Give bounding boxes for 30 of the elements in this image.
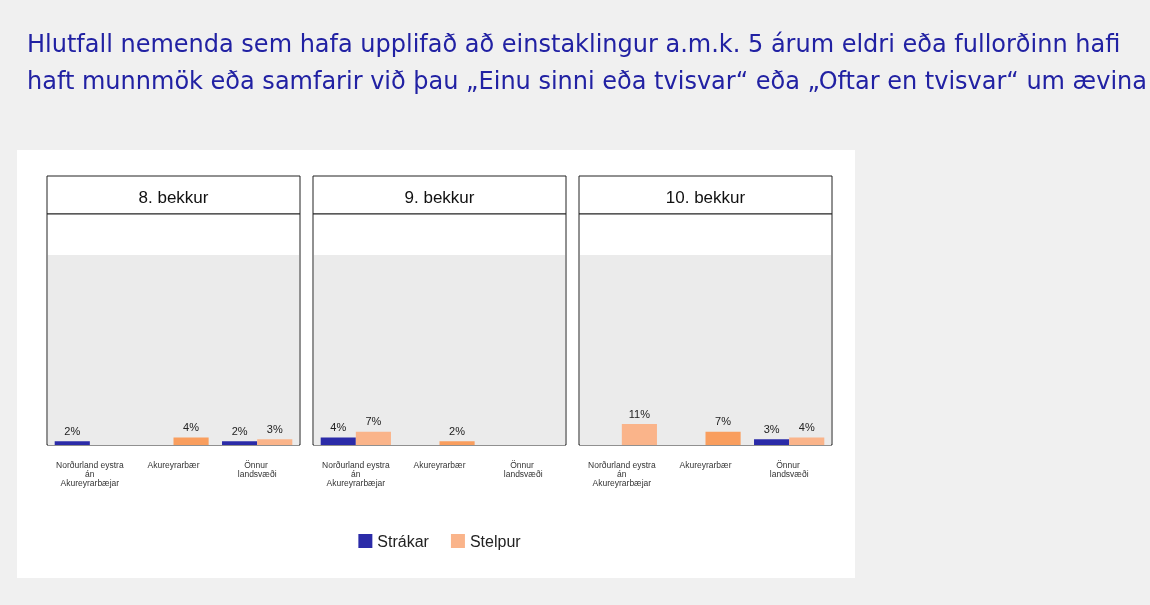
data-label: 4% <box>798 420 815 433</box>
bar <box>789 437 825 445</box>
data-label: 3% <box>266 422 283 435</box>
data-label: 3% <box>763 422 780 435</box>
data-label: 4% <box>183 420 200 433</box>
data-label: 7% <box>715 415 732 428</box>
bar <box>705 431 741 445</box>
x-tick-label: Akureyrarbær <box>413 459 466 470</box>
data-label: 4% <box>330 420 347 433</box>
text: Hlutfall nemenda sem hafa upplifað að einstaklingur a.m.k. 5 árum eldri eða fullorðinn hafi haft munnmök eða samfarir við þau „Einu sinni eða tvisvar“ eða „Oftar en tvisvar“ um ævina <box>27 29 1147 97</box>
x-tick-label: Önnur landsvæði <box>503 459 543 479</box>
bar <box>754 439 790 445</box>
chart-subtitle: 8. bekkur <box>138 188 209 207</box>
x-tick-label: Norðurland eystra án Akureyrarbæjar <box>56 459 124 488</box>
legend-label: Stelpur <box>469 532 522 550</box>
data-label: 11% <box>628 407 651 420</box>
legend-label: Strákar <box>377 532 430 550</box>
x-tick-label: Norðurland eystra án Akureyrarbæjar <box>322 459 390 488</box>
x-tick-label: Norðurland eystra án Akureyrarbæjar <box>588 459 656 488</box>
x-tick-label: Önnur landsvæði <box>237 459 277 479</box>
x-tick-label: Akureyrarbær <box>147 459 200 470</box>
data-label: 7% <box>365 415 382 428</box>
x-tick-label: Akureyrarbær <box>679 459 732 470</box>
chart-subtitle: 9. bekkur <box>404 188 475 207</box>
data-label: 2% <box>64 424 81 437</box>
chart-subtitle: 10. bekkur <box>665 188 746 207</box>
x-tick-label: Önnur landsvæði <box>769 459 809 479</box>
data-label: 2% <box>231 424 248 437</box>
data-label: 2% <box>449 424 466 437</box>
bar <box>621 424 657 445</box>
